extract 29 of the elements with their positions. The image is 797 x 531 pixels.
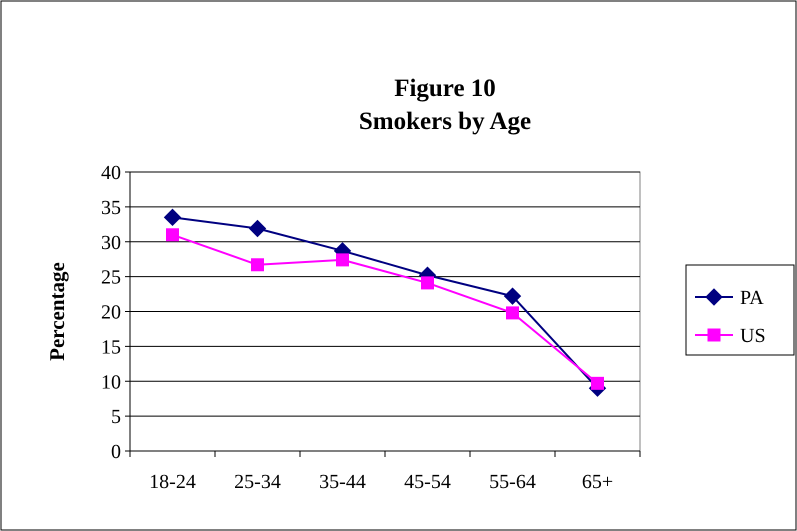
legend-label: PA	[740, 287, 764, 309]
point	[591, 376, 604, 390]
point	[166, 228, 179, 242]
y-tick-label: 30	[101, 232, 121, 254]
point	[336, 253, 349, 266]
legend-label: US	[740, 325, 766, 347]
point	[249, 220, 266, 237]
y-tick-label: 20	[101, 302, 121, 324]
y-tick-label: 35	[101, 196, 121, 219]
point	[504, 288, 521, 305]
x-tick-label: 18-24	[149, 471, 196, 493]
x-tick-label: 35-44	[319, 471, 366, 493]
point	[506, 306, 519, 320]
point	[421, 276, 434, 290]
point	[164, 208, 181, 226]
point	[251, 258, 264, 272]
y-tick-label: 0	[111, 441, 121, 463]
y-axis-title: Percentage	[45, 262, 69, 361]
x-tick-label: 55-64	[489, 471, 536, 493]
y-tick-label: 25	[101, 266, 121, 289]
chart-subtitle: Smokers by Age	[358, 108, 532, 135]
x-tick-label: 65+	[582, 471, 614, 493]
y-tick-label: 15	[101, 336, 121, 358]
x-tick-label: 45-54	[404, 471, 451, 493]
chart-title: Figure 10	[394, 75, 496, 102]
x-tick-label: 25-34	[234, 471, 281, 493]
y-tick-label: 10	[101, 371, 121, 394]
y-tick-label: 5	[111, 406, 121, 428]
y-tick-label: 40	[101, 162, 121, 184]
